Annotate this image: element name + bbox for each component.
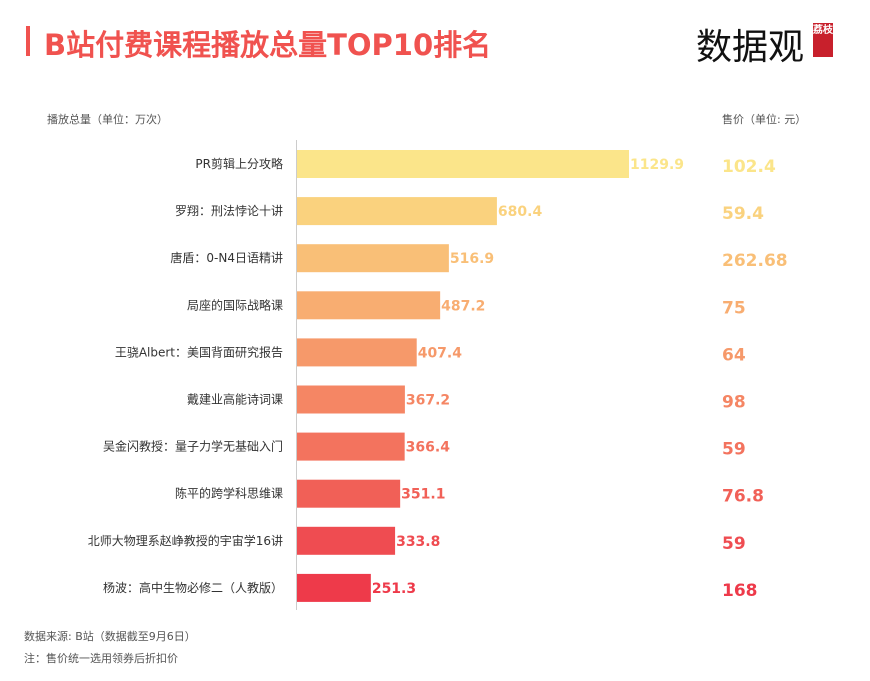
category-label: 戴建业高能诗词课 bbox=[187, 392, 283, 407]
price-label: 102.4 bbox=[722, 157, 776, 177]
chart-title: B站付费课程播放总量TOP10排名 bbox=[44, 28, 492, 62]
category-label: 北师大物理系赵峥教授的宇宙学16讲 bbox=[88, 533, 283, 548]
bar bbox=[297, 244, 449, 273]
price-label: 59.4 bbox=[722, 204, 764, 224]
y-axis-line bbox=[296, 140, 297, 610]
data-label: 351.1 bbox=[401, 487, 445, 503]
logo-badge: 荔枝 bbox=[813, 23, 833, 57]
category-label: 陈平的跨学科思维课 bbox=[175, 486, 283, 501]
price-label: 262.68 bbox=[722, 251, 788, 271]
source-note: 数据来源: B站（数据截至9月6日） bbox=[24, 630, 196, 643]
data-label: 407.4 bbox=[418, 345, 463, 361]
price-label: 75 bbox=[722, 298, 746, 318]
price-label: 59 bbox=[722, 440, 746, 460]
category-label: PR剪辑上分攻略 bbox=[195, 156, 283, 171]
bar bbox=[297, 291, 441, 320]
category-label: 王骁Albert：美国背面研究报告 bbox=[115, 344, 283, 359]
price-label: 76.8 bbox=[722, 487, 764, 507]
logo: 数据观 bbox=[696, 27, 805, 68]
price-label: 59 bbox=[722, 534, 746, 554]
category-label: 杨波：高中生物必修二（人教版） bbox=[103, 580, 283, 595]
category-label: 罗翔：刑法悖论十讲 bbox=[175, 203, 283, 218]
data-label: 251.3 bbox=[372, 581, 416, 597]
data-label: 516.9 bbox=[450, 251, 494, 267]
price-label: 64 bbox=[722, 345, 746, 365]
x-axis-label: 播放总量（单位：万次） bbox=[47, 113, 168, 126]
category-label: 唐盾：0-N4日语精讲 bbox=[170, 250, 283, 265]
data-label: 1129.9 bbox=[630, 157, 684, 173]
bar bbox=[297, 432, 405, 461]
data-label: 487.2 bbox=[441, 298, 485, 314]
price-label: 98 bbox=[722, 393, 746, 413]
data-label: 367.2 bbox=[406, 393, 450, 409]
data-label: 333.8 bbox=[396, 534, 440, 550]
price-label: 售价（单位: 元） bbox=[722, 113, 807, 126]
price-note: 注：售价统一选用领券后折扣价 bbox=[24, 652, 178, 665]
category-label: 吴金闪教授：量子力学无基础入门 bbox=[103, 439, 283, 454]
bar bbox=[297, 573, 371, 602]
data-label: 680.4 bbox=[498, 204, 543, 220]
price-label: 168 bbox=[722, 581, 758, 601]
data-label: 366.4 bbox=[406, 440, 451, 456]
category-label: 局座的国际战略课 bbox=[187, 297, 283, 312]
bar bbox=[297, 479, 401, 508]
bar bbox=[297, 385, 405, 414]
bar bbox=[297, 197, 497, 226]
title-accent-bar bbox=[26, 26, 30, 56]
bar bbox=[297, 526, 396, 555]
bar bbox=[297, 338, 417, 367]
bar bbox=[297, 150, 629, 178]
